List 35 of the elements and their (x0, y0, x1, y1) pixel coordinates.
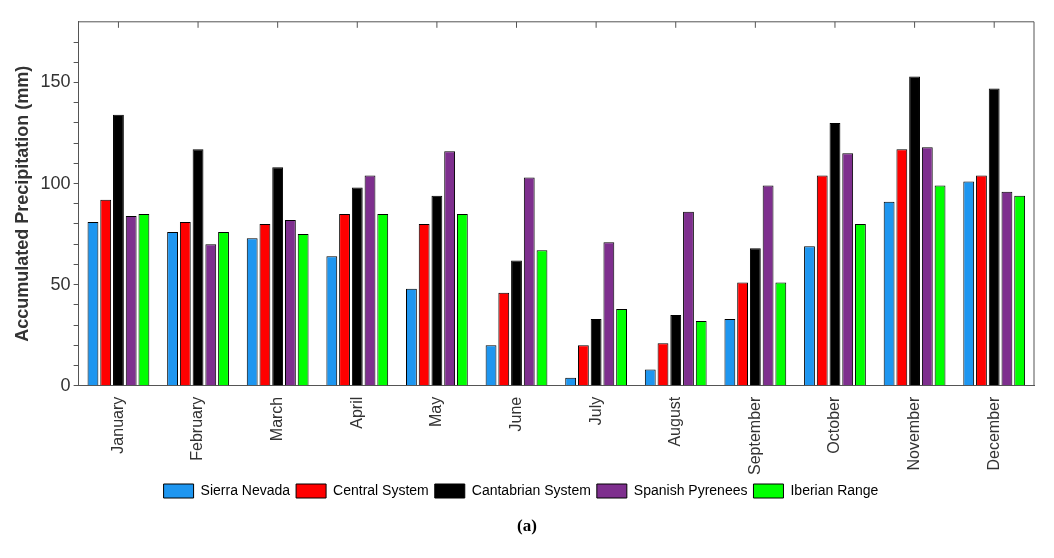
x-tick-label: November (904, 396, 922, 471)
x-tick-label: October (825, 396, 843, 454)
x-tick-label: April (347, 396, 365, 429)
text: (a) (516, 516, 538, 536)
legend-label: Iberian Range (790, 481, 879, 498)
bar (590, 319, 602, 386)
legend-label: Central System (333, 481, 429, 498)
x-tick-label: September (745, 396, 763, 475)
y-tick-label: 50 (50, 273, 71, 294)
y-tick-label: 150 (40, 71, 71, 92)
x-tick-label: March (268, 396, 286, 442)
bar (192, 149, 204, 386)
bar (272, 167, 284, 386)
bar (749, 248, 761, 386)
x-tick-label: January (108, 396, 126, 454)
legend-label: Cantabrian System (471, 481, 591, 498)
legend-label: Sierra Nevada (200, 481, 291, 498)
bar (351, 187, 363, 386)
x-tick-label: December (984, 396, 1002, 471)
x-tick-label: February (188, 396, 206, 461)
bar (909, 76, 920, 386)
bar (113, 114, 124, 386)
bar (511, 260, 522, 386)
bar (670, 314, 682, 386)
legend-label: Spanish Pyrenees (633, 481, 748, 498)
x-tick-label: July (586, 396, 604, 426)
x-tick-label: June (506, 396, 524, 432)
y-axis-title: Accumulated Precipitation (mm) (11, 65, 32, 342)
bar (431, 195, 443, 386)
bar (829, 122, 841, 386)
x-tick-label: August (666, 396, 684, 447)
x-tick-label: May (427, 396, 445, 427)
bar (988, 88, 1000, 386)
y-tick-label: 0 (60, 374, 71, 395)
y-tick-label: 100 (40, 172, 71, 193)
